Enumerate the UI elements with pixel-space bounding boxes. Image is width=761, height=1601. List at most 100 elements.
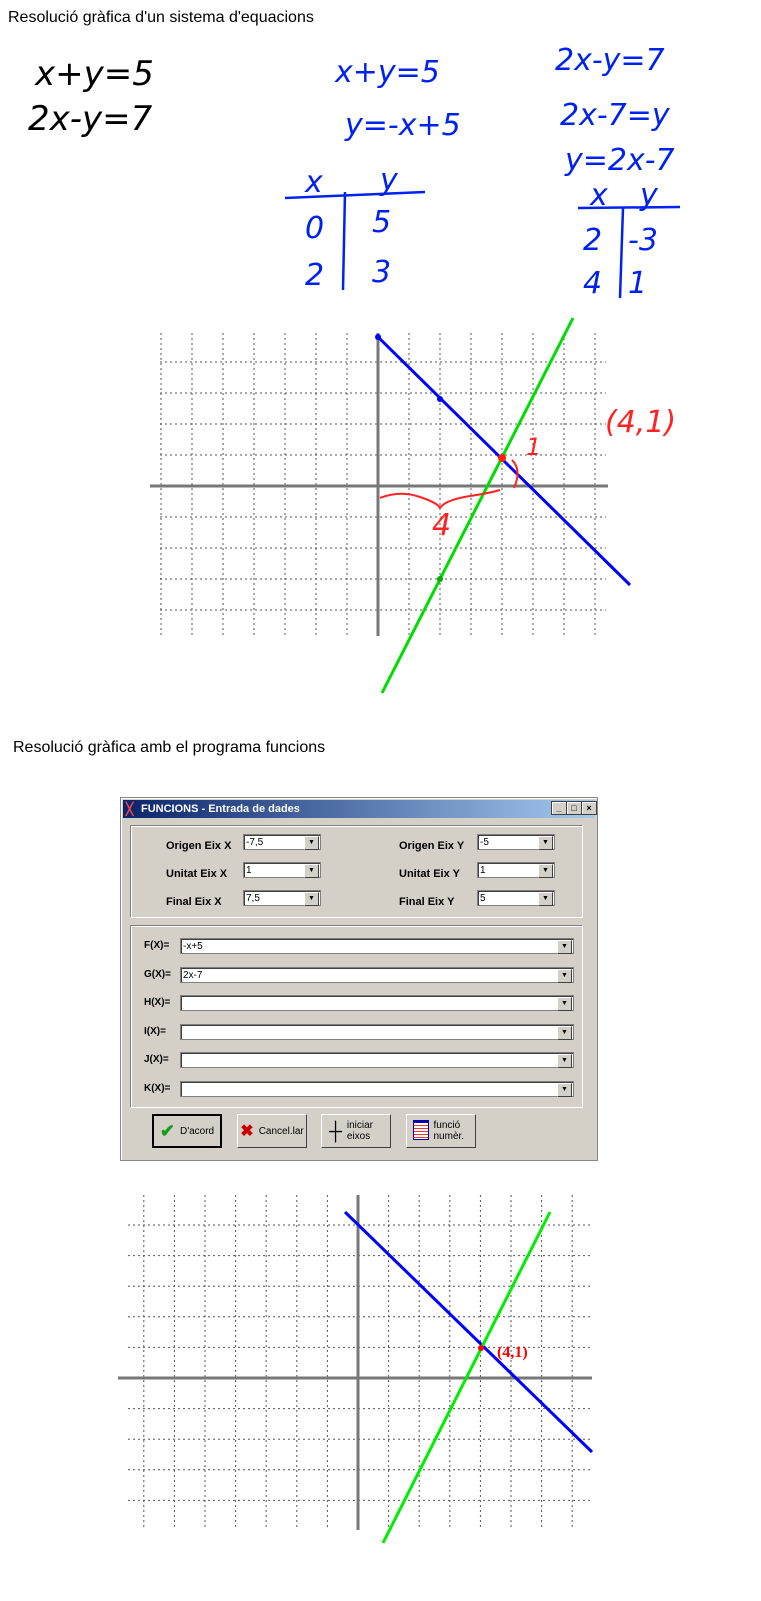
- hw-t1-hy: y: [379, 163, 399, 198]
- axis-combo[interactable]: 1 ▼: [243, 862, 321, 878]
- axes-icon: ┼: [329, 1120, 342, 1141]
- hw-t2-hy: y: [639, 178, 659, 213]
- numeric-function-button[interactable]: funció numèr.: [406, 1114, 476, 1148]
- axis-value: -5: [480, 837, 489, 848]
- title-bar: FUNCIONS - Entrada de dades ╳: [123, 800, 595, 818]
- chevron-down-icon[interactable]: ▼: [557, 940, 572, 954]
- function-value: -x+5: [183, 941, 203, 952]
- axis-label: Final Eix Y: [399, 896, 455, 908]
- function-label: K(X)=: [144, 1083, 171, 1094]
- function-label: G(X)=: [144, 968, 171, 980]
- function-combo[interactable]: -x+5 ▼: [180, 938, 574, 954]
- function-combo[interactable]: 2x-7 ▼: [180, 966, 574, 983]
- axis-value: 1: [480, 865, 486, 876]
- axis-label: Unitat Eix X: [166, 868, 228, 880]
- axis-combo[interactable]: -7,5 ▼: [243, 834, 321, 850]
- hw-t1-r2y: 3: [372, 255, 391, 290]
- axis-label: Unitat Eix Y: [399, 868, 460, 880]
- x-icon: ✖: [240, 1123, 254, 1140]
- function-combo[interactable]: ▼: [180, 1081, 574, 1097]
- line-f: [343, 1210, 594, 1454]
- hw-eq1-2: y=-x+5: [344, 108, 461, 143]
- chevron-down-icon[interactable]: ▼: [557, 997, 572, 1012]
- chevron-down-icon[interactable]: ▼: [557, 1083, 572, 1097]
- chevron-down-icon[interactable]: ▼: [557, 1025, 572, 1040]
- hw-eq2-1: 2x-y=7: [555, 43, 665, 78]
- axis-label: Final Eix X: [166, 896, 222, 908]
- ok-button[interactable]: ✔ D'acord: [152, 1114, 222, 1148]
- cancel-button[interactable]: ✖ Cancel.lar: [237, 1114, 307, 1148]
- heading-2: Resolució gràfica amb el programa funcio…: [13, 739, 326, 756]
- point-2-m3: [437, 576, 443, 582]
- hw-eq1-1: x+y=5: [334, 55, 440, 90]
- hw-system-2: 2x-y=7: [28, 99, 153, 139]
- hw-t1-r1y: 5: [372, 205, 391, 240]
- axis-value: 7,5: [246, 893, 260, 904]
- chevron-down-icon[interactable]: ▼: [538, 892, 553, 906]
- axis-label: Origen Eix X: [166, 840, 232, 852]
- function-label: H(X)=: [144, 997, 171, 1009]
- axis-combo[interactable]: 1 ▼: [477, 862, 555, 878]
- point-0-5: [375, 334, 381, 340]
- line-g: [380, 317, 575, 694]
- axis-combo[interactable]: 7,5 ▼: [243, 890, 321, 906]
- heading-1: Resolució gràfica d'un sistema d'equacio…: [8, 9, 314, 26]
- line-g: [381, 1211, 552, 1544]
- hand-graph-lines: 4 1 (4,1): [375, 317, 676, 694]
- hw-eq2-3: y=2x-7: [564, 143, 675, 178]
- hw-t1-r1x: 0: [305, 211, 324, 246]
- chevron-down-icon[interactable]: ▼: [557, 1054, 572, 1069]
- chevron-down-icon[interactable]: ▼: [557, 968, 572, 983]
- function-combo[interactable]: ▼: [180, 995, 574, 1012]
- function-label: I(X)=: [144, 1025, 166, 1037]
- hw-system-1: x+y=5: [34, 54, 154, 94]
- hw-y-label: 1: [526, 433, 541, 461]
- hw-point-label: (4,1): [605, 405, 676, 440]
- hw-t1-r2x: 2: [305, 258, 324, 293]
- hw-t2-hx: x: [589, 178, 608, 213]
- hw-t2-r2y: 1: [628, 266, 647, 301]
- maximize-button[interactable]: □: [566, 801, 582, 815]
- function-label: F(X)=: [144, 940, 170, 951]
- hw-eq2-2: 2x-7=y: [560, 98, 671, 133]
- function-label: J(X)=: [144, 1054, 169, 1066]
- close-button[interactable]: ×: [581, 801, 597, 815]
- brace-y: [511, 459, 519, 489]
- table-icon: [412, 1119, 429, 1143]
- axis-value: -7,5: [246, 837, 264, 848]
- functions-group: [131, 926, 583, 1108]
- chevron-down-icon[interactable]: ▼: [538, 836, 553, 850]
- chevron-down-icon[interactable]: ▼: [304, 836, 319, 850]
- chevron-down-icon[interactable]: ▼: [304, 892, 319, 906]
- check-icon: ✔: [159, 1120, 175, 1141]
- axis-combo[interactable]: 5 ▼: [477, 890, 555, 906]
- program-graph-grid: [118, 1195, 592, 1530]
- function-combo[interactable]: ▼: [180, 1052, 574, 1069]
- program-graph-lines: (4,1): [343, 1210, 594, 1544]
- funcions-dialog: FUNCIONS - Entrada de dades ╳ _ □ × Orig…: [120, 797, 598, 1161]
- chevron-down-icon[interactable]: ▼: [304, 864, 319, 878]
- minimize-button[interactable]: _: [551, 801, 567, 815]
- function-value: 2x-7: [183, 969, 203, 981]
- app-icon: ╳: [126, 802, 134, 816]
- axis-value: 1: [246, 865, 252, 876]
- brace-x: [379, 489, 501, 511]
- point-4-1: [498, 454, 506, 462]
- init-axes-button[interactable]: ┼ iniciar eixos: [321, 1114, 391, 1148]
- dialog-title: FUNCIONS - Entrada de dades: [141, 803, 300, 815]
- point-label: (4,1): [497, 1344, 528, 1361]
- axes-group: [131, 826, 583, 918]
- chevron-down-icon[interactable]: ▼: [538, 864, 553, 878]
- intersection-point: [478, 1345, 484, 1351]
- hw-x-label: 4: [432, 508, 451, 543]
- function-combo[interactable]: ▼: [180, 1023, 574, 1040]
- hand-graph-grid: [150, 333, 608, 636]
- hw-t2-r2x: 4: [583, 266, 602, 301]
- axis-label: Origen Eix Y: [399, 840, 465, 852]
- hw-t2-r1x: 2: [583, 223, 602, 258]
- button-label: funció numèr.: [433, 1120, 465, 1142]
- axis-combo[interactable]: -5 ▼: [477, 834, 555, 850]
- hw-table-lines: [284, 190, 681, 299]
- button-label: D'acord: [179, 1125, 215, 1137]
